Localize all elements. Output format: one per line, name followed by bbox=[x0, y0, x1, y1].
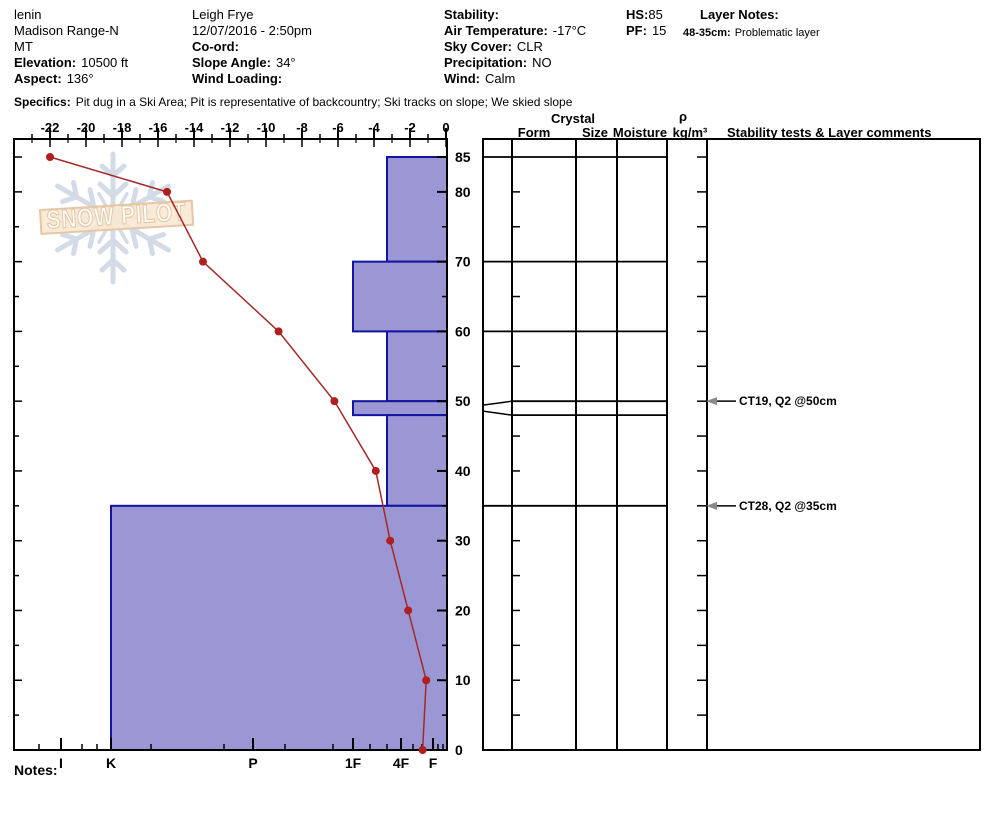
thin-layer-wedge-top bbox=[482, 400, 513, 406]
layer-table-frame bbox=[482, 138, 981, 751]
depth-tick-label: 50 bbox=[455, 393, 471, 409]
depth-tick-label: 80 bbox=[455, 184, 471, 200]
density-symbol-header: ρ bbox=[679, 109, 687, 124]
state: MT bbox=[14, 39, 33, 54]
temperature-point bbox=[274, 327, 283, 336]
temp-tick-label: -4 bbox=[368, 120, 380, 135]
hardness-tick-label: P bbox=[248, 755, 257, 771]
hardness-tick-label: 1F bbox=[345, 755, 362, 771]
size-header: Size bbox=[582, 125, 608, 140]
stability-test-annotation: CT28, Q2 @35cm bbox=[739, 499, 837, 513]
depth-tick-label: 85 bbox=[455, 149, 471, 165]
temp-tick-label: -18 bbox=[113, 120, 132, 135]
wind: Wind: Calm bbox=[444, 71, 516, 86]
temperature-point bbox=[330, 397, 339, 406]
temp-tick-label: -12 bbox=[221, 120, 240, 135]
temp-tick-label: -20 bbox=[77, 120, 96, 135]
air-temperature: Air Temperature: -17°C bbox=[444, 23, 587, 38]
temperature-line bbox=[49, 156, 427, 751]
hardness-layer-bar bbox=[386, 156, 448, 263]
datetime: 12/07/2016 - 2:50pm bbox=[192, 23, 312, 38]
temperature-point bbox=[386, 536, 395, 545]
depth-tick-label: 20 bbox=[455, 602, 471, 618]
pit-depth: PF: 15 bbox=[626, 23, 667, 38]
temp-tick-label: -16 bbox=[149, 120, 168, 135]
annotation-arrow-head bbox=[706, 501, 717, 510]
density-units-header: kg/m³ bbox=[673, 125, 708, 140]
temperature-point bbox=[199, 257, 207, 266]
coord: Co-ord: bbox=[192, 39, 239, 54]
hardness-layer-bar bbox=[352, 400, 448, 417]
hardness-tick-label: F bbox=[429, 755, 438, 771]
thin-layer-wedge-bottom bbox=[482, 410, 513, 416]
crystal-header: Crystal bbox=[551, 111, 595, 126]
layer-notes-title: Layer Notes: bbox=[700, 7, 779, 22]
depth-tick-label: 0 bbox=[455, 742, 463, 758]
observer: Leigh Frye bbox=[192, 7, 254, 22]
snowpilot-watermark: SNOW PILOT bbox=[38, 151, 195, 285]
stability-test-annotation: CT19, Q2 @50cm bbox=[739, 394, 837, 408]
annotation-arrow-head bbox=[706, 397, 717, 406]
depth-tick-label: 70 bbox=[455, 254, 471, 270]
aspect: Aspect: 136° bbox=[14, 71, 94, 86]
specifics: Specifics: Pit dug in a Ski Area; Pit is … bbox=[14, 95, 573, 109]
elevation: Elevation: 10500 ft bbox=[14, 55, 129, 70]
temp-tick-label: -14 bbox=[185, 120, 205, 135]
temp-tick-label: -22 bbox=[41, 120, 60, 135]
temperature-point bbox=[46, 153, 54, 161]
slope-angle: Slope Angle: 34° bbox=[192, 55, 296, 70]
hardness-tick-label: K bbox=[106, 755, 116, 771]
snow-height: HS:85 bbox=[626, 7, 663, 22]
stability-tests-header: Stability tests & Layer comments bbox=[727, 125, 931, 140]
hardness-tick-label: I bbox=[59, 755, 63, 771]
hardness-tick-label: 4F bbox=[393, 755, 410, 771]
precipitation: Precipitation: NO bbox=[444, 55, 552, 70]
depth-tick-label: 60 bbox=[455, 323, 471, 339]
range-name: Madison Range-N bbox=[14, 23, 119, 38]
temp-tick-label: 0 bbox=[442, 120, 449, 135]
notes-label: Notes: bbox=[14, 762, 58, 778]
moisture-header: Moisture bbox=[613, 125, 667, 140]
temp-tick-label: -8 bbox=[296, 120, 308, 135]
temp-tick-label: -2 bbox=[404, 120, 416, 135]
temperature-point bbox=[404, 606, 413, 615]
pit-name: lenin bbox=[14, 7, 42, 22]
depth-tick-label: 30 bbox=[455, 533, 471, 549]
temperature-point bbox=[371, 466, 380, 475]
layer-note: 48-35cm: Problematic layer bbox=[683, 27, 820, 39]
sky-cover: Sky Cover: CLR bbox=[444, 39, 543, 54]
hardness-layer-bar bbox=[110, 504, 448, 751]
stability: Stability: bbox=[444, 7, 499, 22]
depth-tick-label: 10 bbox=[455, 672, 471, 688]
hardness-layer-bar bbox=[386, 330, 448, 403]
temp-tick-label: -6 bbox=[332, 120, 344, 135]
depth-tick-label: 40 bbox=[455, 463, 471, 479]
temperature-point bbox=[422, 676, 431, 685]
temperature-point bbox=[163, 187, 171, 196]
temperature-point bbox=[418, 746, 427, 754]
temp-tick-label: -10 bbox=[257, 120, 276, 135]
hardness-layer-bar bbox=[386, 414, 448, 507]
hardness-layer-bar bbox=[352, 260, 448, 333]
wind-loading: Wind Loading: bbox=[192, 71, 283, 86]
form-header: Form bbox=[518, 125, 551, 140]
watermark-band: SNOW PILOT bbox=[38, 195, 195, 235]
